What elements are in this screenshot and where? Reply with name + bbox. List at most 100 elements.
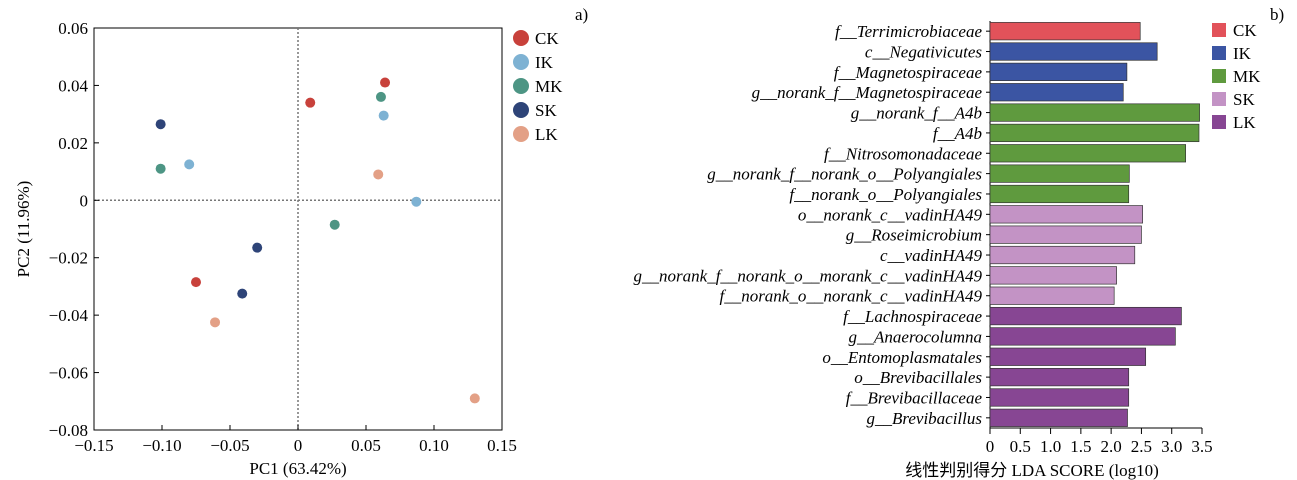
pca-legend-label-ik: IK [535, 53, 554, 72]
lda-bar-mk [989, 184, 1130, 204]
lda-bar-sk [989, 245, 1136, 265]
lda-bar-lk [989, 408, 1128, 427]
lda-legend-swatch-sk [1212, 92, 1226, 106]
pca-x-tick-label: 0.15 [487, 436, 517, 455]
pca-point-lk [210, 317, 221, 328]
pca-legend-label-ck: CK [535, 29, 559, 48]
lda-taxon-label: g__Brevibacillus [866, 409, 982, 428]
pca-point-ck [305, 97, 316, 108]
lda-x-tick-label: 2.5 [1131, 437, 1152, 456]
lda-bar-lk [989, 347, 1147, 366]
panel-a-label: a) [575, 5, 588, 24]
pca-point-sk [252, 242, 263, 253]
lda-x-axis-ticks: 0 0.5 1.0 1.5 2.0 2.5 3.0 3.5 [986, 428, 1213, 456]
lda-bar-ik [989, 62, 1128, 81]
pca-legend-marker-ck [513, 30, 529, 46]
pca-legend-marker-ik [513, 54, 529, 70]
lda-bar-chart: f__Terrimicrobiaceae c__Negativicutesf__M… [634, 21, 1261, 480]
lda-taxon-label: g__norank_f__A4b [851, 104, 982, 123]
pca-x-tick-label: −0.10 [142, 436, 181, 455]
lda-taxon-label: f__norank_o__Polyangiales [789, 185, 982, 204]
lda-legend-label-sk: SK [1233, 90, 1255, 109]
lda-bar-mk [989, 144, 1186, 163]
pca-x-axis-ticks: −0.15 −0.10 −0.05 0 0.05 0.10 0.15 [74, 425, 517, 455]
pca-point-ck [380, 77, 391, 88]
pca-point-sk [155, 119, 166, 130]
lda-legend: CK IK MK SK LK [1212, 21, 1261, 132]
lda-bar-sk [989, 205, 1143, 224]
pca-reference-lines [94, 28, 502, 430]
pca-point-mk [329, 219, 340, 230]
pca-y-tick-label: −0.08 [49, 421, 88, 440]
lda-taxon-label: c__vadinHA49 [880, 246, 982, 265]
lda-taxon-label: f__Lachnospiraceae [843, 307, 982, 326]
pca-x-tick-label: 0.10 [419, 436, 449, 455]
lda-taxon-label: c__Negativicutes [865, 43, 982, 62]
lda-taxon-label: g__norank_f__norank_o__morank_c__vadinHA… [634, 266, 983, 285]
lda-bar-sk [989, 266, 1117, 285]
panel-b-label: b) [1270, 5, 1284, 24]
lda-bar-lk [989, 306, 1182, 326]
lda-bar-sk [989, 225, 1142, 244]
pca-x-tick-label: −0.05 [210, 436, 249, 455]
pca-legend-label-lk: LK [535, 125, 558, 144]
pca-point-mk [375, 91, 386, 102]
pca-point-lk [469, 393, 480, 404]
lda-bar-mk [989, 164, 1130, 183]
pca-y-tick-label: −0.06 [49, 364, 88, 383]
lda-legend-swatch-lk [1212, 115, 1226, 129]
lda-taxon-label: f__A4b [933, 124, 982, 143]
lda-x-tick-label: 1.0 [1040, 437, 1061, 456]
lda-taxon-label: g__Anaerocolumna [849, 327, 982, 346]
pca-y-tick-label: 0.06 [58, 19, 88, 38]
lda-bar-lk [989, 327, 1176, 346]
lda-x-tick-label: 2.0 [1101, 437, 1122, 456]
lda-bars [989, 22, 1200, 427]
lda-taxon-label: g__Roseimicrobium [846, 226, 982, 245]
lda-bar-ik [989, 83, 1124, 102]
lda-x-tick-label: 3.0 [1161, 437, 1182, 456]
pca-y-tick-label: 0.02 [58, 134, 88, 153]
lda-legend-swatch-ck [1212, 23, 1226, 37]
lda-bar-lk [989, 368, 1130, 387]
pca-points [155, 77, 480, 404]
pca-legend: CK IK MK SK LK [513, 29, 563, 144]
lda-taxon-label: f__Brevibacillaceae [846, 388, 983, 407]
lda-bar-ck [989, 22, 1141, 41]
lda-bar-sk [989, 286, 1115, 305]
lda-taxon-label: o__Entomoplasmatales [822, 348, 982, 367]
pca-point-sk [237, 288, 248, 299]
pca-legend-label-mk: MK [535, 77, 563, 96]
pca-scatter-chart: −0.15 −0.10 −0.05 0 0.05 0.10 0.15 0.060.040.0… [14, 19, 563, 478]
lda-taxon-label: o__Brevibacillales [854, 368, 982, 387]
lda-legend-swatch-ik [1212, 46, 1226, 60]
pca-y-tick-label: 0.04 [58, 76, 88, 95]
lda-taxon-label: f__Nitrosomonadaceae [824, 144, 982, 163]
lda-taxon-labels: f__Terrimicrobiaceae c__Negativicutesf__M… [634, 22, 990, 428]
lda-x-axis-title: 线性判别得分 LDA SCORE (log10) [905, 461, 1159, 480]
pca-legend-marker-mk [513, 78, 529, 94]
pca-point-ck [191, 277, 201, 288]
pca-legend-marker-lk [513, 126, 529, 142]
lda-x-tick-label: 0 [986, 437, 995, 456]
pca-y-tick-label: 0 [80, 191, 89, 210]
lda-legend-label-ik: IK [1233, 44, 1252, 63]
lda-x-tick-label: 0.5 [1010, 437, 1031, 456]
pca-x-tick-label: 0 [294, 436, 303, 455]
pca-point-ik [378, 110, 389, 121]
pca-x-tick-label: 0.05 [351, 436, 381, 455]
pca-y-tick-label: −0.02 [49, 249, 88, 268]
lda-taxon-label: f__Magnetospiraceae [834, 63, 983, 82]
lda-legend-label-lk: LK [1233, 113, 1256, 132]
lda-taxon-label: g__norank_f__Magnetospiraceae [752, 83, 983, 102]
lda-bar-lk [989, 388, 1130, 407]
pca-point-ik [411, 196, 422, 207]
pca-legend-label-sk: SK [535, 101, 557, 120]
pca-y-tick-label: −0.04 [49, 306, 89, 325]
pca-y-axis-title: PC2 (11.96%) [14, 181, 33, 278]
lda-taxon-label: f__norank_o__norank_c__vadinHA49 [719, 287, 982, 306]
lda-bar-mk [989, 123, 1200, 143]
lda-legend-swatch-mk [1212, 69, 1226, 83]
pca-point-mk [155, 163, 166, 174]
